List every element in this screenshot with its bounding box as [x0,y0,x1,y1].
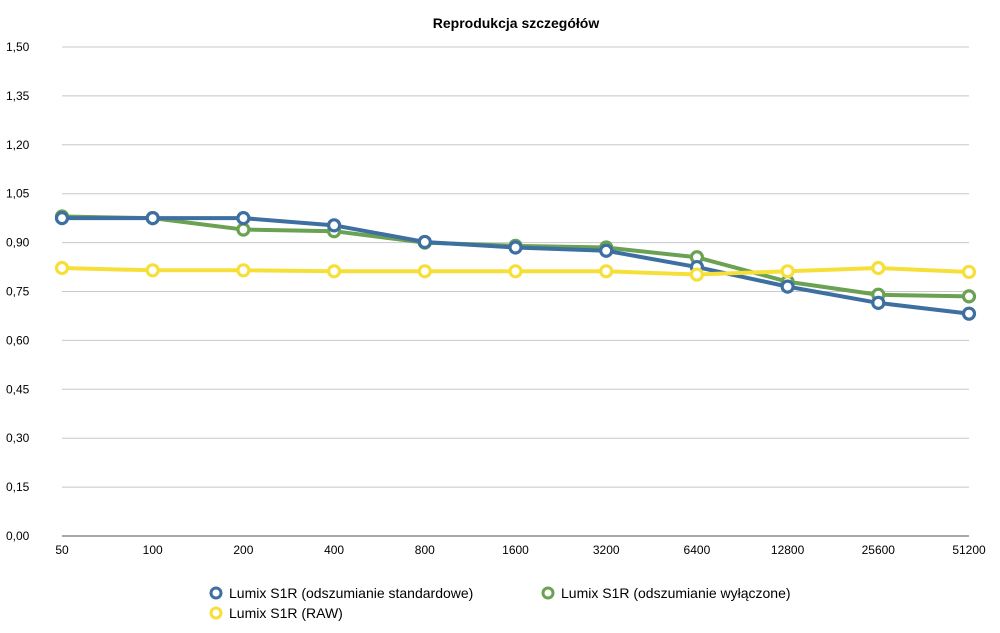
data-point [961,264,977,280]
data-point [236,222,251,237]
y-tick-label: 1,35 [6,89,30,103]
data-point [145,211,160,226]
x-tick-label: 100 [143,543,163,557]
legend-label: Lumix S1R (odszumianie standardowe) [229,585,473,601]
data-point [871,260,886,276]
data-point [54,260,70,276]
data-point [54,211,70,226]
y-tick-label: 0,00 [6,529,30,543]
y-tick-label: 0,60 [6,333,30,347]
data-point [327,264,342,279]
legend-marker-icon [209,586,223,600]
legend: Lumix S1R (odszumianie standardowe) Lumix… [209,585,791,621]
x-tick-label: 1600 [502,543,529,557]
data-point [780,279,795,294]
data-point [417,264,432,279]
series-lines [54,209,977,321]
series-line [60,214,971,299]
data-point [961,289,977,304]
legend-item: Lumix S1R (odszumianie standardowe) [209,585,473,601]
legend-item: Lumix S1R (RAW) [209,605,343,621]
data-point [508,264,523,279]
x-tick-label: 51200 [952,543,986,557]
data-point [417,234,432,250]
data-point [327,218,342,233]
y-tick-label: 0,45 [6,382,30,396]
y-tick-label: 0,75 [6,285,30,299]
data-point [599,264,614,279]
x-tick-label: 200 [233,543,253,557]
legend-marker-icon [541,586,555,600]
series-group [54,211,977,321]
y-tick-label: 1,05 [6,187,30,201]
data-point [599,243,614,258]
data-point [236,263,251,278]
x-tick-label: 3200 [593,543,620,557]
legend-item: Lumix S1R (odszumianie wyłączone) [541,585,791,601]
y-tick-label: 1,20 [6,138,30,152]
data-point [780,264,795,279]
gridlines [62,46,969,537]
data-point [236,211,251,226]
legend-label: Lumix S1R (odszumianie wyłączone) [561,585,791,601]
data-point [961,306,977,321]
x-tick-label: 400 [324,543,344,557]
x-tick-label: 800 [415,543,435,557]
y-tick-label: 1,50 [6,40,30,54]
series-group [54,260,977,282]
y-tick-label: 0,30 [6,431,30,445]
y-axis-ticks: 0,00 0,15 0,30 0,45 0,60 0,75 0,90 1,05 1,20 1,35… [6,40,30,543]
data-point [689,267,705,282]
x-tick-label: 6400 [684,543,711,557]
legend-label: Lumix S1R (RAW) [229,605,343,621]
chart-title: Reprodukcja szczegółów [433,15,600,31]
data-point [871,295,886,311]
data-point [508,240,523,255]
y-tick-label: 0,90 [6,236,30,250]
y-tick-label: 0,15 [6,480,30,494]
data-point [145,263,160,278]
series-group [54,209,977,304]
x-axis-ticks: 50 100 200 400 800 1600 3200 6400 12800 25600 5120… [55,543,986,557]
x-tick-label: 50 [55,543,69,557]
x-tick-label: 12800 [771,543,805,557]
x-tick-label: 25600 [862,543,896,557]
legend-marker-icon [209,606,223,620]
